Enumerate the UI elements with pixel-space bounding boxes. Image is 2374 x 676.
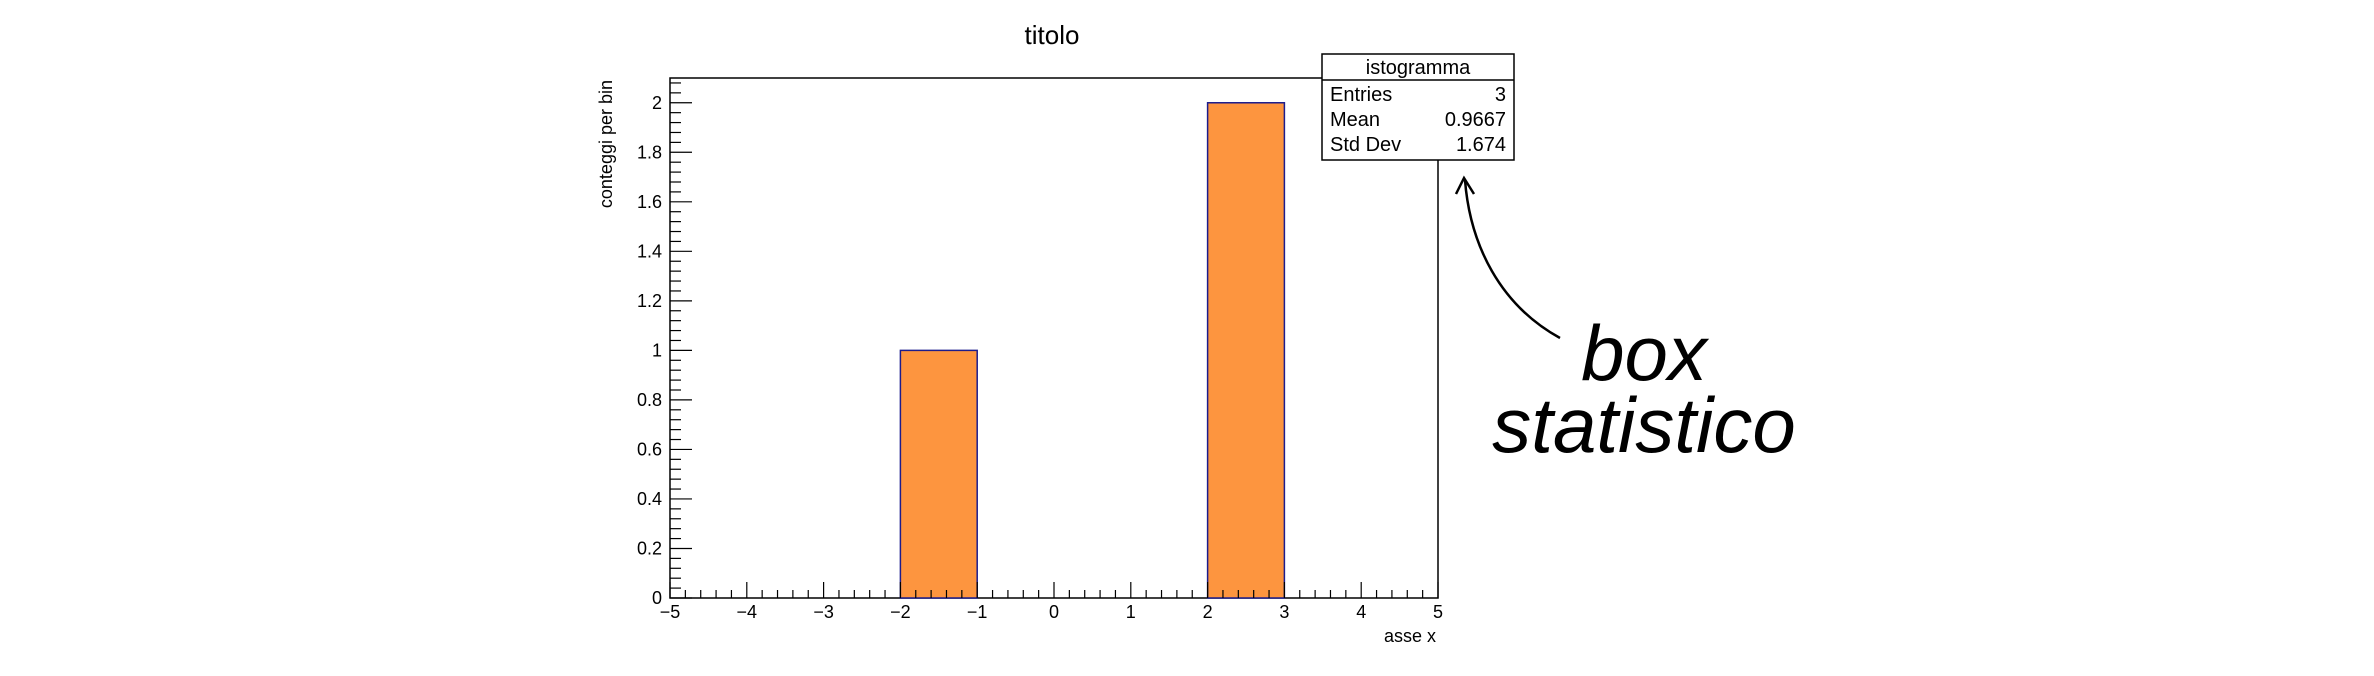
x-tick-label: 0 <box>1049 602 1059 622</box>
y-tick-label: 0.2 <box>637 538 662 558</box>
y-tick-label: 1.8 <box>637 142 662 162</box>
histogram-bar-1 <box>1206 102 1286 599</box>
stats-mean-label: Mean <box>1330 109 1380 131</box>
y-axis-ticks: 0 0.2 0.4 0.6 0.8 1 1.2 1.4 1.6 1.8 2 <box>637 82 692 608</box>
x-axis-title: asse x <box>1384 626 1436 646</box>
x-tick-label: 1 <box>1126 602 1136 622</box>
annotation-line-2: statistico <box>1492 381 1795 469</box>
y-tick-label: 1.2 <box>637 291 662 311</box>
y-tick-label: 0 <box>652 588 662 608</box>
x-tick-label: 2 <box>1203 602 1213 622</box>
x-axis-ticks: −5 −4 −3 −2 −1 0 1 2 3 4 5 <box>660 582 1443 622</box>
chart-title: titolo <box>1025 20 1080 50</box>
arrow-curve <box>1463 179 1561 340</box>
stats-stddev-value: 1.674 <box>1456 134 1506 156</box>
y-tick-label: 1 <box>652 340 662 360</box>
stats-box: istogramma Entries 3 Mean 0.9667 Std Dev… <box>1321 53 1515 161</box>
histogram-bar-0 <box>899 349 978 599</box>
y-tick-label: 0.8 <box>637 390 662 410</box>
y-tick-label: 1.6 <box>637 192 662 212</box>
y-axis-title: conteggi per bin <box>596 80 616 208</box>
annotation-arrow <box>1454 175 1561 340</box>
stats-entries-value: 3 <box>1495 84 1506 106</box>
stats-stddev-label: Std Dev <box>1330 134 1401 156</box>
stats-box-frame <box>1321 53 1515 161</box>
y-tick-label: 1.4 <box>637 241 662 261</box>
bars-layer <box>899 102 1286 599</box>
x-tick-label: −3 <box>813 602 834 622</box>
x-tick-label: 3 <box>1279 602 1289 622</box>
x-tick-label: −1 <box>967 602 988 622</box>
arrow-head <box>1454 175 1476 195</box>
annotation-line-1: box <box>1581 309 1710 397</box>
y-tick-label: 0.6 <box>637 439 662 459</box>
y-tick-label: 0.4 <box>637 489 662 509</box>
stats-box-title: istogramma <box>1366 57 1471 79</box>
y-tick-label: 2 <box>652 93 662 113</box>
x-tick-label: −5 <box>660 602 681 622</box>
x-tick-label: 4 <box>1356 602 1366 622</box>
x-tick-label: −4 <box>737 602 758 622</box>
x-tick-label: 5 <box>1433 602 1443 622</box>
stats-entries-label: Entries <box>1330 84 1392 106</box>
stats-mean-value: 0.9667 <box>1445 109 1506 131</box>
x-tick-label: −2 <box>890 602 911 622</box>
